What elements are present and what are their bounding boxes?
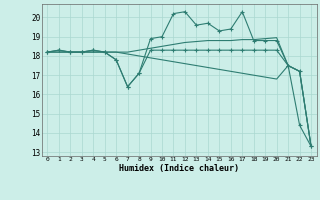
X-axis label: Humidex (Indice chaleur): Humidex (Indice chaleur)	[119, 164, 239, 173]
